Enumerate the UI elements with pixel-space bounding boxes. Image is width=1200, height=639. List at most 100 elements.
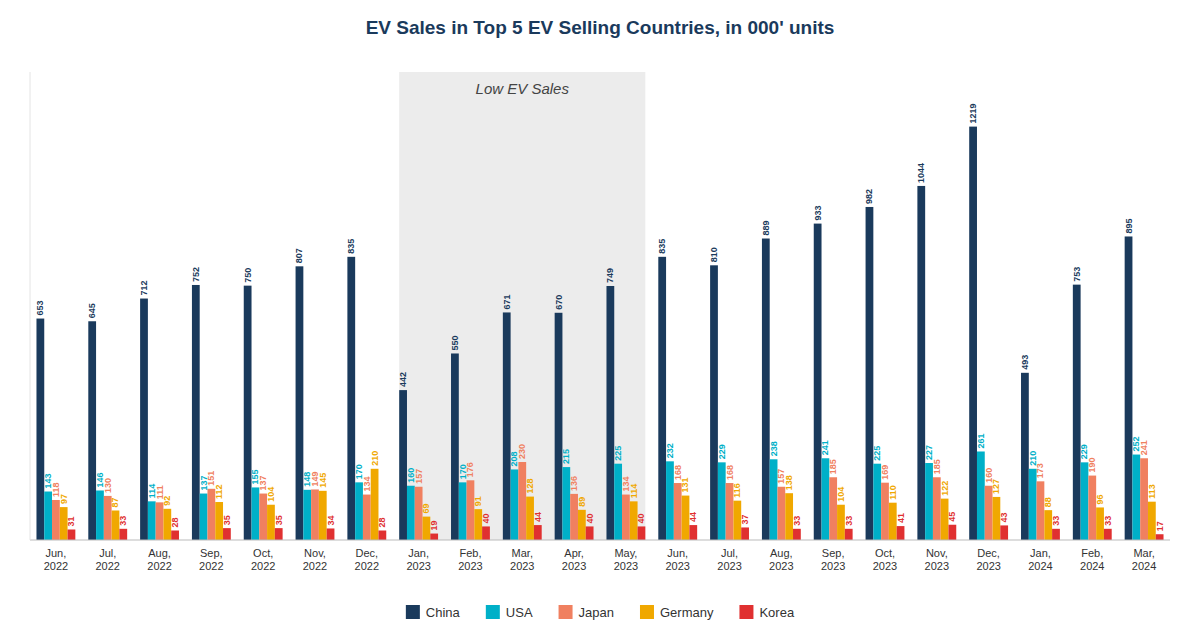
data-label: 229: [717, 444, 727, 459]
bar: [1125, 236, 1133, 540]
x-tick-label-line: 2023: [717, 560, 741, 572]
data-label: 933: [813, 206, 823, 221]
x-tick-label-line: 2022: [303, 560, 327, 572]
bar: [829, 477, 837, 540]
data-label: 17: [1155, 521, 1165, 531]
bar: [1052, 529, 1060, 540]
annotations: [399, 72, 645, 540]
x-tick-label-line: Jul,: [99, 547, 116, 559]
data-label: 442: [398, 372, 408, 387]
x-tick-label-line: Apr,: [564, 547, 584, 559]
data-label: 168: [725, 465, 735, 480]
data-label: 19: [429, 521, 439, 531]
data-label: 750: [243, 268, 253, 283]
bar: [156, 502, 164, 540]
data-label: 69: [421, 504, 431, 514]
x-tick-labels: Jun,2022Jul,2022Aug,2022Sep,2022Oct,2022…: [44, 547, 1157, 572]
bar: [614, 464, 622, 540]
data-label: 33: [1051, 516, 1061, 526]
x-tick-label-line: 2022: [251, 560, 275, 572]
x-tick-label-line: 2022: [147, 560, 171, 572]
legend-swatch: [486, 605, 500, 619]
bar: [399, 390, 407, 540]
data-label: 130: [103, 478, 113, 493]
data-label: 128: [525, 479, 535, 494]
data-label: 40: [585, 513, 595, 523]
bar: [430, 534, 438, 540]
bar: [777, 487, 785, 540]
bar: [741, 527, 749, 540]
bar: [88, 321, 96, 540]
bars: [36, 127, 1163, 540]
data-label: 241: [1139, 440, 1149, 455]
bar: [866, 207, 874, 540]
x-tick-label-line: Jun,: [46, 547, 67, 559]
bar: [897, 526, 905, 540]
legend-item: Korea: [739, 605, 794, 620]
data-label: 127: [991, 479, 1001, 494]
x-axis-line: [30, 540, 1170, 541]
bar: [622, 495, 630, 540]
legend-swatch: [406, 605, 420, 619]
bar: [200, 494, 208, 540]
title: EV Sales in Top 5 EV Selling Countries, …: [366, 17, 835, 38]
data-label: 91: [473, 496, 483, 506]
x-tick-label-line: 2023: [769, 560, 793, 572]
bar: [948, 525, 956, 540]
x-tick-label-line: Mar,: [512, 547, 533, 559]
bar: [140, 299, 148, 540]
bar: [1148, 502, 1156, 540]
x-tick-label-line: Feb,: [459, 547, 481, 559]
bar: [148, 501, 156, 540]
bar: [363, 495, 371, 540]
data-label: 982: [864, 189, 874, 204]
x-tick-label-line: 2022: [44, 560, 68, 572]
data-label: 96: [1095, 494, 1105, 504]
legend: ChinaUSAJapanGermanyKorea: [406, 605, 795, 620]
data-label: 134: [362, 477, 372, 492]
data-label: 114: [629, 484, 639, 499]
x-tick-label-line: Sep,: [822, 547, 845, 559]
shaded-region: [399, 72, 645, 540]
bar: [1081, 462, 1089, 540]
bar: [244, 286, 252, 540]
x-tick-label: Sep,2022: [199, 547, 223, 572]
bar: [534, 525, 542, 540]
data-label: 1044: [916, 163, 926, 183]
x-tick-label: Aug,2023: [769, 547, 793, 572]
x-tick-label: Jun,2022: [44, 547, 68, 572]
x-tick-label: Dec,2022: [355, 547, 379, 572]
bar: [845, 529, 853, 540]
data-label: 97: [59, 494, 69, 504]
x-tick-label-line: 2024: [1080, 560, 1104, 572]
bar: [503, 312, 511, 540]
x-tick-label: Oct,2023: [873, 547, 897, 572]
x-tick-label: Nov,2022: [303, 547, 327, 572]
x-tick-label-line: Jul,: [721, 547, 738, 559]
data-label: 136: [569, 476, 579, 491]
legend-label: Korea: [759, 605, 794, 620]
bar: [303, 490, 311, 540]
data-label: 110: [888, 485, 898, 500]
data-label: 33: [118, 516, 128, 526]
bar: [1088, 476, 1096, 540]
data-label: 88: [1043, 497, 1053, 507]
x-tick-label-line: Nov,: [304, 547, 326, 559]
x-tick-label: Mar,2024: [1132, 547, 1156, 572]
bar: [68, 529, 76, 540]
x-tick-label: Jan,2023: [406, 547, 430, 572]
data-label: 33: [792, 516, 802, 526]
x-tick-label-line: Feb,: [1081, 547, 1103, 559]
bar: [586, 526, 594, 540]
data-label: 215: [561, 449, 571, 464]
x-tick-label-line: Aug,: [148, 547, 171, 559]
bar: [518, 462, 526, 540]
data-label: 131: [681, 478, 691, 493]
x-tick-label: May,2023: [614, 547, 638, 572]
data-label: 225: [613, 446, 623, 461]
bar: [1073, 285, 1081, 540]
x-tick-label-line: 2023: [614, 560, 638, 572]
bar: [451, 353, 459, 540]
data-label: 44: [688, 512, 698, 522]
data-label: 210: [370, 451, 380, 466]
